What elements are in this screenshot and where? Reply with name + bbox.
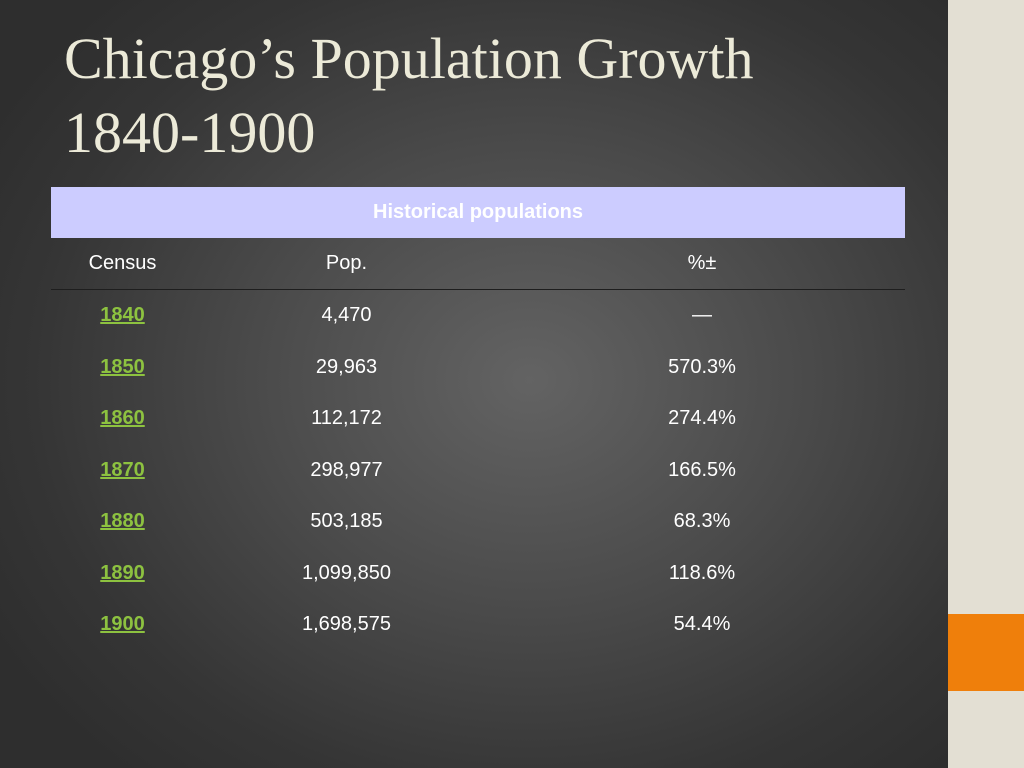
table-row: 1900 1,698,575 54.4%: [51, 599, 905, 651]
population-cell: 1,099,850: [302, 561, 391, 584]
census-year-link[interactable]: 1870: [100, 458, 145, 481]
population-cell: 4,470: [321, 304, 372, 327]
census-cell: 1900: [51, 599, 194, 651]
table-row: 1890 1,099,850 118.6%: [51, 548, 905, 600]
table-row: 1840 4,470 —: [51, 290, 905, 342]
population-table-container: Historical populations Census Pop. %± 18…: [51, 187, 906, 651]
census-year-link[interactable]: 1850: [100, 355, 145, 378]
census-cell: 1840: [51, 290, 194, 342]
header-census: Census: [51, 238, 194, 290]
slide-title-line1: Chicago’s Population Growth: [64, 26, 754, 91]
table-header-row: Census Pop. %±: [51, 238, 906, 290]
census-cell: 1880: [51, 496, 194, 548]
header-pop: Pop.: [194, 238, 499, 290]
slide-title-line2: 1840-1900: [64, 100, 316, 165]
population-table: Historical populations Census Pop. %± 18…: [51, 187, 906, 651]
change-cell: 68.3%: [673, 510, 731, 533]
population-cell: 29,963: [315, 355, 378, 378]
census-cell: 1860: [51, 393, 194, 445]
population-cell: 298,977: [310, 458, 383, 481]
change-cell: 166.5%: [668, 458, 736, 481]
table-caption: Historical populations: [51, 187, 906, 238]
change-cell: 570.3%: [668, 355, 736, 378]
change-cell: 54.4%: [673, 613, 731, 636]
table-row: 1860 112,172 274.4%: [51, 393, 905, 445]
population-cell: 503,185: [310, 510, 383, 533]
census-cell: 1850: [51, 342, 194, 394]
census-cell: 1870: [51, 445, 194, 497]
census-year-link[interactable]: 1860: [100, 407, 145, 430]
side-accent-bar: [948, 614, 1024, 691]
census-cell: 1890: [51, 548, 194, 600]
table-row: 1870 298,977 166.5%: [51, 445, 905, 497]
census-year-link[interactable]: 1890: [100, 561, 145, 584]
population-cell: 1,698,575: [302, 613, 391, 636]
census-year-link[interactable]: 1840: [100, 304, 145, 327]
header-change: %±: [499, 238, 906, 290]
table-row: 1880 503,185 68.3%: [51, 496, 905, 548]
slide-title: Chicago’s Population Growth 1840-1900: [64, 22, 924, 170]
change-cell: 274.4%: [668, 407, 736, 430]
change-cell: 118.6%: [668, 561, 736, 584]
population-cell: 112,172: [311, 407, 382, 430]
census-year-link[interactable]: 1900: [100, 613, 145, 636]
table-row: 1850 29,963 570.3%: [51, 342, 905, 394]
census-year-link[interactable]: 1880: [100, 510, 145, 533]
slide-background: [0, 0, 948, 768]
change-cell: —: [692, 304, 713, 327]
